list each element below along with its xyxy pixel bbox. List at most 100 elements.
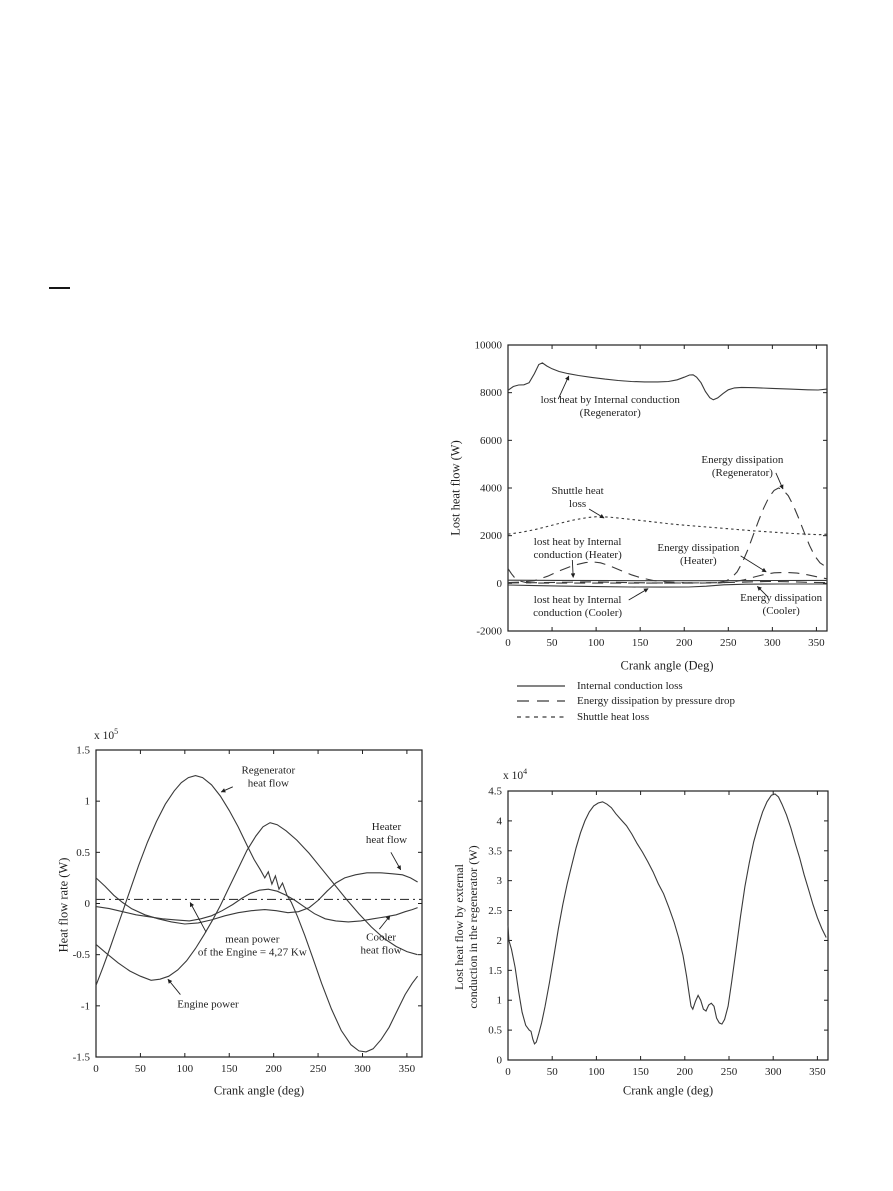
x-tick-label: 350 [399,1063,416,1075]
annotation-energy-dissipation-heater: (Heater) [680,555,717,567]
legend-sample-shortdash [517,716,565,718]
y-scale-multiplier-heat-rate: x 105 [94,727,119,742]
y-tick-label: -2000 [476,626,502,638]
y-tick-label: 0 [497,578,503,590]
y-tick-label: 10000 [475,340,503,352]
x-tick-label: 0 [505,637,511,649]
y-tick-label: 6000 [480,435,503,447]
legend-sample-longdash [517,700,565,702]
annotation-arrow [775,472,784,490]
annotation-arrow [740,555,767,573]
annotation-lost-heat-by-internal-conduction-regenerator: (Regenerator) [580,407,641,419]
x-axis-label-heat-rate: Crank angle (deg) [213,1083,305,1098]
x-tick-label: 250 [310,1063,327,1075]
x-tick-label: 300 [764,637,781,649]
chart-lost-heat-flow: 0 50 100 150 200 250 300 350 -2000 0 2000 4000 6000 8… [430,330,840,670]
x-axis-label-external-conduction: Crank angle (deg) [622,1083,714,1098]
y-tick-label: -1 [81,1000,90,1012]
legend-entry-shuttle-heat-loss: Shuttle heat loss [517,709,735,725]
annotation-energy-dissipation-regenerator: Energy dissipation [701,454,783,466]
series-heater-heat-flow [95,872,418,925]
annotation-arrow [628,588,649,601]
x-tick-label: 250 [721,1066,738,1078]
annotation-lost-heat-by-internal-conduction-cooler: conduction (Cooler) [533,607,622,619]
stray-rule-mark [49,287,70,289]
y-tick-label: 8000 [480,387,503,399]
annotation-lost-heat-by-internal-conduction-regenerator: lost heat by Internal conduction [541,394,681,406]
x-axis-label-lost-heat: Crank angle (Deg) [620,658,714,673]
y-axis-label-line-1: Lost heat flow by external [452,864,466,990]
y-tick-label: 4.5 [488,786,502,798]
plot-lost-heat-flow: 0 50 100 150 200 250 300 350-200002000400060008… [475,340,828,649]
y-tick-label: 0 [497,1055,503,1067]
series-energy-dissipation-cooler [507,580,828,584]
plot-frame [507,790,829,1061]
annotation-energy-dissipation-regenerator: (Regenerator) [712,467,773,479]
plot-heat-flow-rate: 0 50 100 150 200 250 300 350 -1.5 -1 -0.5 0 0.5 1 1.5 R… [73,745,423,1075]
annotation-arrow [379,915,391,930]
y-tick-label: 3 [497,875,503,887]
y-tick-label: 4000 [480,483,503,495]
y-tick-label: -1.5 [73,1052,91,1064]
x-tick-label: 300 [765,1066,782,1078]
annotation-mean-power-of-the-engine-4-27-kw: of the Engine = 4,27 Kw [198,946,307,958]
legend-label: Internal conduction loss [577,679,683,692]
annotation-lost-heat-by-internal-conduction-cooler: lost heat by Internal [534,594,622,606]
y-axis-label-external-conduction: Lost heat flow by external conduction in… [452,845,480,1008]
series-internal-conduction-heater [507,579,828,582]
annotation-arrow [757,586,769,598]
x-tick-label: 300 [354,1063,371,1075]
series-internal-conduction-cooler [507,583,827,588]
annotation-arrow [588,508,605,519]
series-energy-dissipation-regenerator [507,487,828,584]
y-axis-label-heat-rate: Heat flow rate (W) [56,857,71,953]
annotation-energy-dissipation-cooler: (Cooler) [763,605,801,617]
y-scale-multiplier-external-conduction: x 104 [503,767,528,782]
y-tick-label: 2000 [480,530,503,542]
annotation-energy-dissipation-heater: Energy dissipation [657,542,739,554]
x-tick-label: 150 [632,637,649,649]
annotation-heater-heat-flow: Heater [372,821,402,833]
x-tick-label: 350 [808,637,825,649]
annotation-shuttle-heat-loss: Shuttle heat [551,485,603,497]
legend-label: Shuttle heat loss [577,710,650,723]
annotation-engine-power: Engine power [177,998,239,1010]
x-tick-label: 50 [547,1066,559,1078]
y-tick-label: 3.5 [488,845,502,857]
plot-external-conduction: 0 50 100 150 200 250 300 350 0 0.5 1 1.5 2 2.5 3 3.5 4 4.… [488,786,829,1078]
annotation-heater-heat-flow: heat flow [366,834,407,846]
y-axis-label-lost-heat: Lost heat flow (W) [448,440,463,536]
annotation-cooler-heat-flow: Cooler [366,931,396,943]
annotation-cooler-heat-flow: heat flow [361,944,402,956]
annotation-mean-power-of-the-engine-4-27-kw: mean power [225,933,279,945]
legend-entry-internal-conduction-loss: Internal conduction loss [517,678,735,694]
x-tick-label: 50 [547,637,559,649]
y-tick-label: -0.5 [73,949,91,961]
x-tick-label: 50 [135,1063,147,1075]
series-regenerator-heat-flow [95,775,419,1053]
x-tick-label: 150 [221,1063,238,1075]
y-tick-label: 0 [85,898,91,910]
annotation-shuttle-heat-loss: loss [569,498,586,510]
x-tick-label: 350 [809,1066,826,1078]
annotation-regenerator-heat-flow: heat flow [248,778,289,790]
x-tick-label: 200 [265,1063,282,1075]
annotation-arrow [220,786,233,793]
series-energy-dissipation-heater [507,561,828,584]
y-axis-label-line-2: conduction in the regenerator (W) [466,845,480,1009]
x-tick-label: 200 [676,637,693,649]
x-tick-label: 150 [632,1066,649,1078]
annotation-arrow [189,902,207,933]
annotation-regenerator-heat-flow: Regenerator [241,765,295,777]
chart-external-conduction: 0 50 100 150 200 250 300 350 0 0.5 1 1.5 2 2.5 3 3.5 4 4.… [430,760,840,1080]
x-tick-label: 0 [93,1063,99,1075]
chart-heat-flow-rate: 0 50 100 150 200 250 300 350 -1.5 -1 -0.5 0 0.5 1 1.5 R… [55,725,435,1085]
series-cooler-heat-flow [95,888,418,923]
annotation-arrow [557,375,570,400]
y-tick-label: 0.5 [76,847,90,859]
y-tick-label: 0.5 [488,1025,502,1037]
x-tick-label: 100 [588,1066,605,1078]
legend-lost-heat-flow: Internal conduction loss Energy dissipati… [517,678,735,725]
series-internal-conduction-regenerator [507,362,828,401]
x-tick-label: 100 [177,1063,194,1075]
